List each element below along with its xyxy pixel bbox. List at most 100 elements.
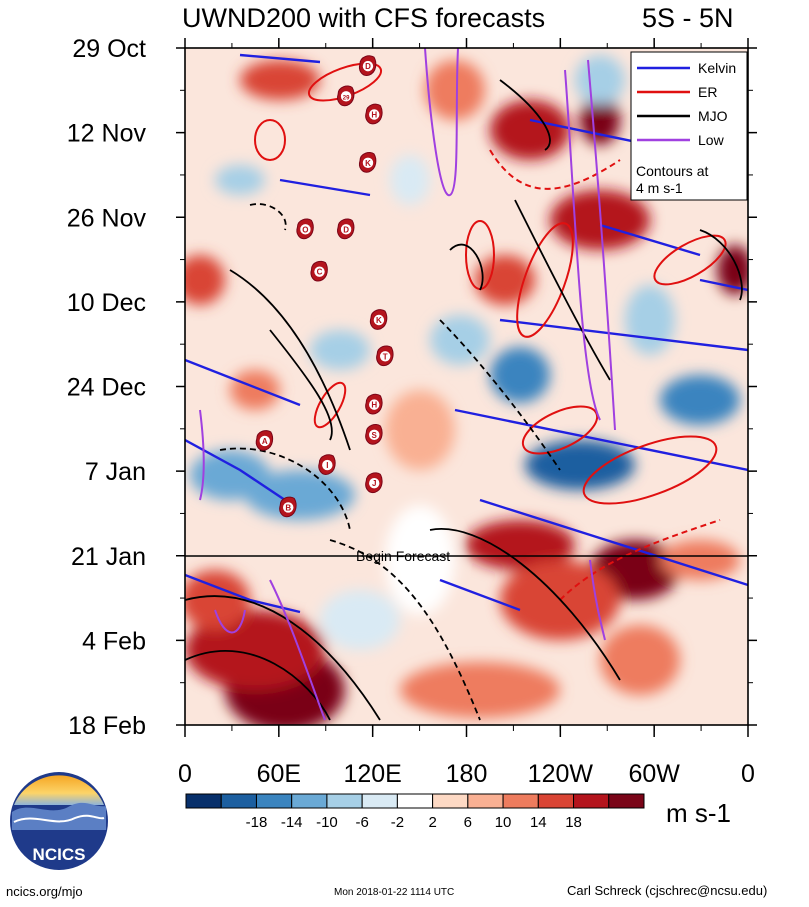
- hovmoller-chart: UWND200 with CFS forecasts 5S - 5N: [10, 3, 757, 870]
- easterly-patch: [575, 55, 625, 105]
- westerly-patch: [490, 100, 570, 160]
- cyclone-letter: A: [262, 437, 268, 446]
- legend-note-line2: 4 m s-1: [636, 180, 683, 196]
- easterly-patch: [215, 165, 265, 195]
- westerly-patch: [240, 60, 320, 100]
- kelvin-contour: [499, 318, 748, 352]
- low-contour: [564, 69, 601, 421]
- cyclone-letter: 29: [343, 95, 350, 101]
- cyclone-marker: K: [369, 309, 388, 330]
- kelvin-contour: [279, 178, 371, 197]
- colorbar-label: 14: [530, 814, 547, 831]
- kelvin-contour: [479, 498, 748, 587]
- kelvin-contour: [454, 408, 748, 472]
- westerly-patch: [185, 570, 250, 630]
- y-tick-label: 10 Dec: [67, 289, 146, 317]
- chart-title: UWND200 with CFS forecasts: [182, 3, 545, 33]
- kelvin-contour: [239, 53, 321, 64]
- cyclone-letter: B: [285, 503, 291, 512]
- y-tick-label: 18 Feb: [68, 712, 146, 740]
- colorbar-swatch: [220, 793, 257, 809]
- cyclone-marker: J: [365, 472, 383, 494]
- colorbar-units: m s-1: [666, 798, 731, 828]
- colorbar-swatch: [255, 793, 293, 809]
- easterly-patch: [390, 155, 430, 205]
- westerly-patch: [400, 662, 560, 718]
- mjo-contour: [185, 595, 381, 721]
- easterly-patch: [660, 375, 740, 425]
- x-tick-label: 120E: [343, 760, 401, 788]
- er-contour: [254, 119, 286, 161]
- footer-author: Carl Schreck (cjschrec@ncsu.edu): [567, 883, 768, 898]
- mjo-contour: [229, 269, 351, 451]
- y-tick-label: 29 Oct: [72, 35, 146, 63]
- er-contour: [653, 234, 727, 286]
- westerly-patch: [185, 255, 225, 305]
- y-tick-label: 7 Jan: [85, 458, 146, 486]
- y-tick-label: 24 Dec: [67, 374, 146, 402]
- mjo-contour: [219, 447, 351, 531]
- footer-timestamp: Mon 2018-01-22 1114 UTC: [334, 887, 455, 898]
- colorbar-swatch: [537, 793, 575, 809]
- westerly-patch: [185, 610, 325, 690]
- cyclone-marker: S: [365, 424, 383, 445]
- low-contours: [199, 48, 616, 721]
- legend-note-line1: Contours at: [636, 163, 708, 179]
- easterly-patch: [430, 315, 490, 365]
- westerly-patch: [600, 625, 680, 695]
- colorbar-swatch: [467, 793, 504, 809]
- colorbar-swatch: [502, 793, 539, 809]
- legend-label: ER: [698, 84, 717, 100]
- cyclone-marker: C: [310, 260, 328, 282]
- cyclone-letter: H: [371, 110, 377, 119]
- westerly-patch: [230, 370, 280, 410]
- easterly-patch: [245, 470, 355, 520]
- easterly-patch: [625, 285, 675, 355]
- cyclone-marker: A: [255, 430, 274, 451]
- colorbar-label: 2: [428, 814, 436, 831]
- legend-label: Low: [698, 132, 725, 148]
- legend-box: [630, 51, 748, 201]
- x-tick-label: 0: [741, 760, 755, 788]
- westerly-patch: [660, 540, 740, 580]
- cyclone-marker: I: [318, 454, 336, 475]
- cyclone-marker: K: [359, 152, 377, 173]
- legend: Kelvin ER MJO Low Contours at 4 m s-1: [630, 51, 748, 201]
- mjo-contour: [429, 528, 621, 681]
- cyclone-letter: J: [372, 479, 376, 488]
- forecast-label: Begin Forecast: [356, 548, 450, 564]
- colorbar-swatch: [326, 793, 363, 809]
- colorbar: -18 -14 -10 -6 -2 2 6 10 14 18: [185, 793, 645, 831]
- er-contour: [559, 519, 721, 601]
- er-contours: [254, 62, 727, 601]
- mjo-contour: [185, 649, 331, 721]
- y-axis-labels: 29 Oct 12 Nov 26 Nov 10 Dec 24 Dec 7 Jan 21 Ja…: [67, 35, 147, 740]
- easterly-patch: [525, 440, 635, 490]
- cyclone-markers: D 29 H K O D C K T H S A I J B: [255, 55, 394, 518]
- x-tick-label: 120W: [528, 760, 594, 788]
- low-contour: [589, 559, 606, 641]
- kelvin-contour: [439, 578, 521, 612]
- x-tick-label: 180: [446, 760, 488, 788]
- kelvin-contour: [185, 358, 301, 407]
- cyclone-letter: C: [317, 268, 323, 277]
- kelvin-contour: [599, 223, 701, 257]
- legend-label: Kelvin: [698, 60, 736, 76]
- y-tick-label: 26 Nov: [67, 204, 147, 232]
- cyclone-marker: O: [296, 218, 314, 240]
- cyclone-letter: H: [371, 401, 377, 410]
- colorbar-label: -2: [391, 814, 404, 831]
- colorbar-label: -10: [316, 814, 338, 831]
- x-tick-label: 60W: [628, 760, 680, 788]
- x-tick-label: 60E: [257, 760, 301, 788]
- colorbar-swatch: [361, 793, 398, 809]
- mjo-contour: [499, 79, 551, 151]
- westerly-patch: [425, 60, 485, 120]
- colorbar-swatch: [185, 793, 222, 809]
- low-contour: [424, 48, 459, 197]
- colorbar-label: 10: [495, 814, 512, 831]
- colorbar-swatch: [432, 793, 469, 809]
- cyclone-marker: B: [279, 496, 297, 518]
- y-tick-label: 21 Jan: [71, 543, 146, 571]
- easterly-patch: [490, 347, 550, 403]
